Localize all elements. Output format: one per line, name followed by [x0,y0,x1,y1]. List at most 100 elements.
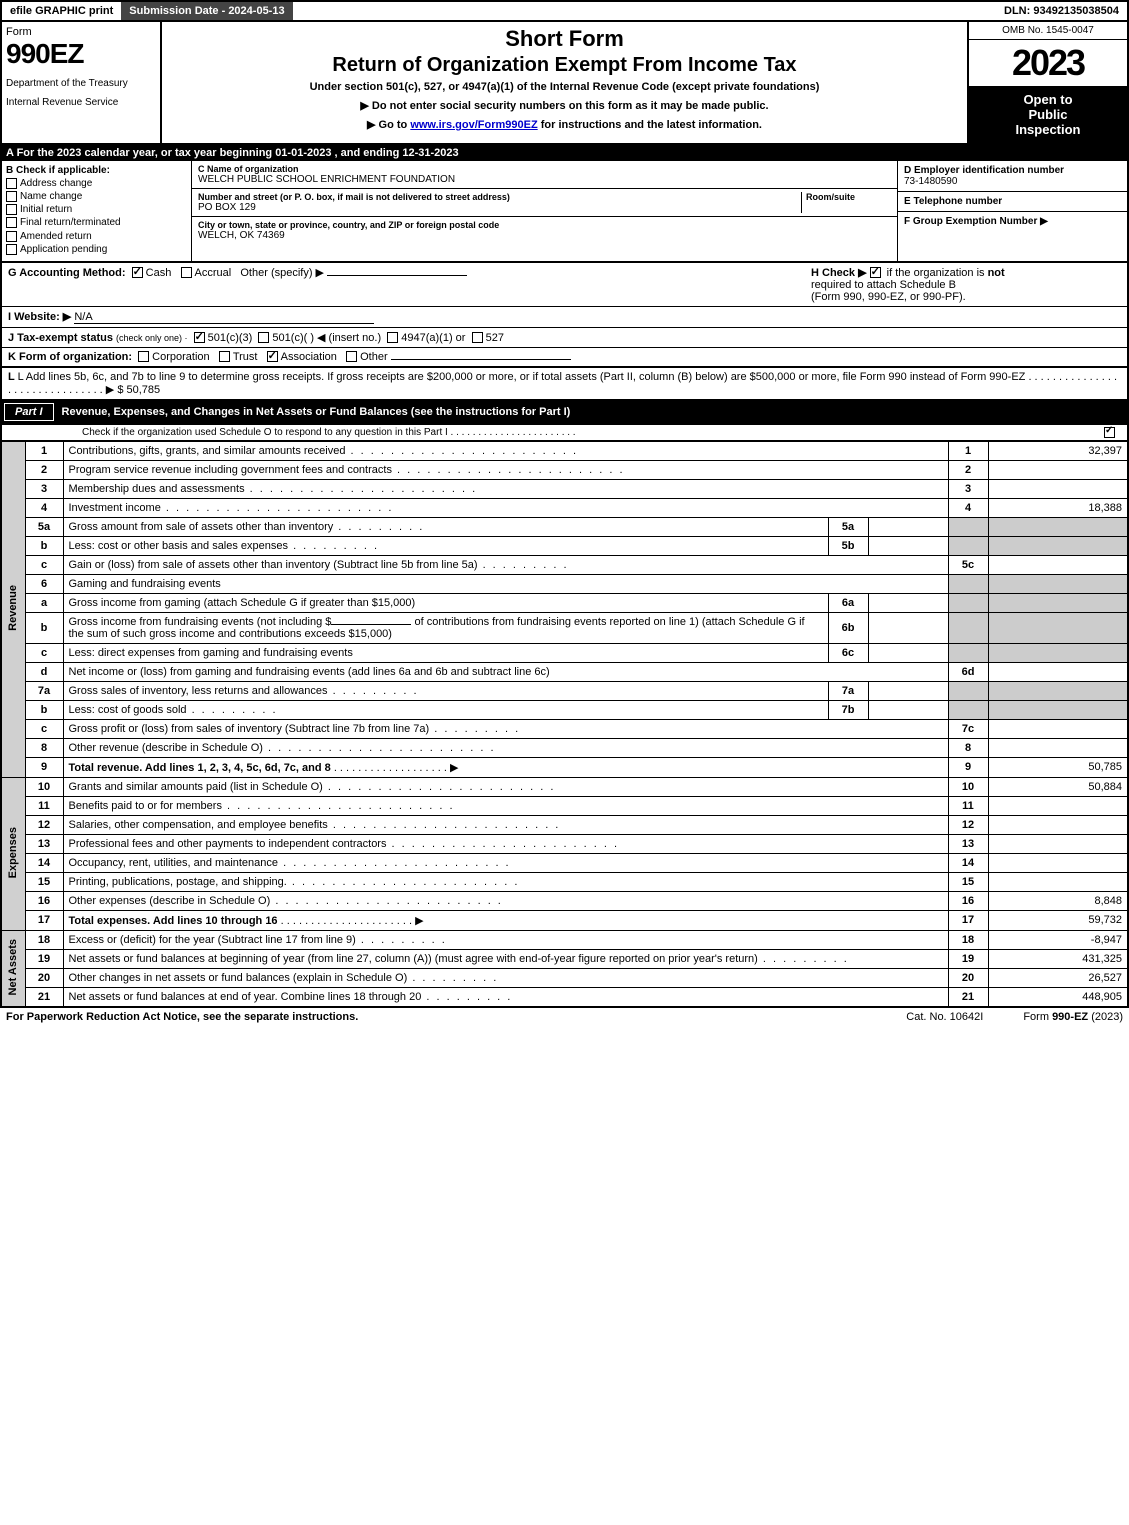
instruct-pre: ▶ Go to [367,119,410,131]
chk-final-return[interactable]: Final return/terminated [6,217,187,228]
desc: Net assets or fund balances at end of ye… [69,991,513,1003]
chk-4947[interactable] [387,332,398,343]
chk-501c3[interactable] [194,332,205,343]
chk-schedule-o[interactable] [1104,427,1115,438]
line-6b: bGross income from fundraising events (n… [1,612,1128,643]
part-1-sub: Check if the organization used Schedule … [0,425,1129,440]
section-b: B Check if applicable: Address change Na… [2,161,192,261]
org-city: WELCH, OK 74369 [198,230,891,241]
desc: Investment income [69,502,394,514]
line-17: 17Total expenses. Add lines 10 through 1… [1,910,1128,930]
subtitle: Under section 501(c), 527, or 4947(a)(1)… [170,81,959,93]
org-address: PO BOX 129 [198,202,801,213]
chk-accrual[interactable] [181,267,192,278]
g-label: G Accounting Method: [8,267,126,279]
val: 50,884 [988,777,1128,796]
chk-address-change[interactable]: Address change [6,178,187,189]
row-h: H Check ▶ if the organization is not req… [811,266,1121,303]
other-org-input[interactable] [391,359,571,360]
ein-value: 73-1480590 [904,176,1121,187]
desc: Contributions, gifts, grants, and simila… [69,445,579,457]
line-6a: aGross income from gaming (attach Schedu… [1,593,1128,612]
lnum: 1 [25,441,63,461]
line-21: 21Net assets or fund balances at end of … [1,987,1128,1007]
line-8: 8Other revenue (describe in Schedule O)8 [1,738,1128,757]
line-2: 2Program service revenue including gover… [1,460,1128,479]
desc: Less: direct expenses from gaming and fu… [69,647,353,659]
line-13: 13Professional fees and other payments t… [1,834,1128,853]
sidelabel-expenses: Expenses [1,777,25,930]
desc: Other expenses (describe in Schedule O) [69,895,503,907]
chk-other-org[interactable] [346,351,357,362]
c-city-label: City or town, state or province, country… [198,220,891,230]
val: 26,527 [988,968,1128,987]
line-7a: 7aGross sales of inventory, less returns… [1,681,1128,700]
desc: Occupancy, rent, utilities, and maintena… [69,857,511,869]
line-4: 4Investment income418,388 [1,498,1128,517]
c-address-row: Number and street (or P. O. box, if mail… [192,189,897,217]
val: 50,785 [988,757,1128,777]
b-header: B Check if applicable: [6,165,187,176]
chk-527[interactable] [472,332,483,343]
desc: Gain or (loss) from sale of assets other… [69,559,569,571]
c-addr-label: Number and street (or P. O. box, if mail… [198,192,801,202]
val: -8,947 [988,930,1128,949]
row-k: K Form of organization: Corporation Trus… [0,348,1129,368]
c-name-row: C Name of organization WELCH PUBLIC SCHO… [192,161,897,189]
part-1-header: Part I Revenue, Expenses, and Changes in… [0,399,1129,425]
irs-link[interactable]: www.irs.gov/Form990EZ [410,119,537,131]
e-phone-row: E Telephone number [898,192,1127,212]
part-1-table: Revenue 1 Contributions, gifts, grants, … [0,440,1129,1008]
val: 59,732 [988,910,1128,930]
line-18: Net Assets 18Excess or (deficit) for the… [1,930,1128,949]
chk-501c[interactable] [258,332,269,343]
chk-initial-return[interactable]: Initial return [6,204,187,215]
subval [868,593,948,612]
instruct-ssn: ▶ Do not enter social security numbers o… [170,99,959,112]
other-input[interactable] [327,275,467,276]
instruct-post: for instructions and the latest informat… [538,119,762,131]
line-19: 19Net assets or fund balances at beginni… [1,949,1128,968]
desc: Gross income from gaming (attach Schedul… [69,597,416,609]
val: 32,397 [988,441,1128,461]
chk-trust[interactable] [219,351,230,362]
contrib-input[interactable] [331,624,411,625]
line-6c: cLess: direct expenses from gaming and f… [1,643,1128,662]
chk-corporation[interactable] [138,351,149,362]
val [988,719,1128,738]
line-16: 16Other expenses (describe in Schedule O… [1,891,1128,910]
j-sub: (check only one) · [116,333,188,343]
chk-name-change[interactable]: Name change [6,191,187,202]
other-specify: Other (specify) ▶ [240,267,324,279]
val [988,479,1128,498]
desc: Program service revenue including govern… [69,464,625,476]
row-i: I Website: ▶ N/A [2,307,1127,328]
desc: Total revenue. Add lines 1, 2, 3, 4, 5c,… [69,762,331,774]
desc: Less: cost or other basis and sales expe… [69,540,380,552]
spacer [293,2,996,20]
chk-amended-return[interactable]: Amended return [6,231,187,242]
chk-application-pending[interactable]: Application pending [6,244,187,255]
row-j: J Tax-exempt status (check only one) · 5… [2,328,1127,348]
chk-cash[interactable] [132,267,143,278]
line-7b: bLess: cost of goods sold7b [1,700,1128,719]
row-a-calendar-year: A For the 2023 calendar year, or tax yea… [0,145,1129,161]
f-label: F Group Exemption Number ▶ [904,216,1048,227]
chk-schedule-b[interactable] [870,267,881,278]
section-def: D Employer identification number 73-1480… [897,161,1127,261]
line-3: 3Membership dues and assessments3 [1,479,1128,498]
desc: Net income or (loss) from gaming and fun… [69,666,550,678]
row-g: G Accounting Method: Cash Accrual Other … [8,266,811,303]
section-c: C Name of organization WELCH PUBLIC SCHO… [192,161,897,261]
header-center: Short Form Return of Organization Exempt… [162,22,967,143]
efile-label[interactable]: efile GRAPHIC print [2,2,121,20]
website-value: N/A [74,311,374,324]
i-label: I Website: ▶ [8,311,71,323]
sidelabel-revenue: Revenue [1,441,25,778]
c-city-row: City or town, state or province, country… [192,217,897,244]
k-label: K Form of organization: [8,351,132,363]
instruct-goto: ▶ Go to www.irs.gov/Form990EZ for instru… [170,118,959,131]
subval [868,612,948,643]
header-left: Form 990EZ Department of the Treasury In… [2,22,162,143]
chk-association[interactable] [267,351,278,362]
